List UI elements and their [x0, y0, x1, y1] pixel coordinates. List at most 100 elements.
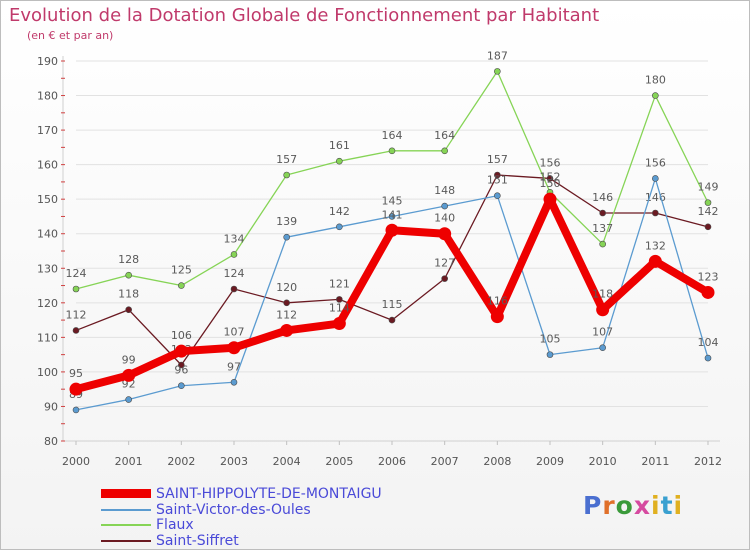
data-point — [388, 147, 396, 155]
data-point — [230, 285, 238, 293]
data-point — [490, 310, 504, 324]
y-tick-label: 80 — [44, 435, 58, 448]
data-label: 120 — [276, 281, 297, 294]
data-label: 187 — [487, 49, 508, 62]
data-point — [652, 92, 659, 99]
x-tick-label: 2000 — [62, 455, 90, 468]
data-label: 157 — [487, 153, 508, 166]
y-tick-label: 160 — [37, 159, 58, 172]
data-label: 118 — [592, 288, 613, 301]
data-label: 107 — [224, 326, 245, 339]
legend-label: Flaux — [156, 517, 194, 533]
data-label: 106 — [171, 329, 192, 342]
data-point — [336, 157, 343, 165]
chart-title: Evolution de la Dotation Globale de Fonc… — [9, 5, 600, 26]
data-label: 145 — [382, 194, 403, 207]
data-label: 128 — [118, 253, 139, 266]
data-label: 157 — [276, 153, 297, 166]
data-point — [494, 68, 501, 75]
data-label: 139 — [276, 215, 297, 228]
x-tick-label: 2006 — [378, 455, 406, 468]
data-point — [596, 303, 610, 317]
x-tick-label: 2008 — [483, 455, 511, 468]
data-label: 151 — [487, 174, 508, 187]
data-point — [546, 351, 554, 358]
x-tick-label: 2001 — [115, 455, 143, 468]
data-point — [388, 316, 396, 324]
logo-letter: i — [673, 491, 684, 520]
data-label: 104 — [698, 336, 719, 349]
data-label: 105 — [540, 333, 561, 346]
data-point — [283, 299, 290, 307]
data-point — [599, 209, 606, 217]
data-label: 148 — [434, 184, 455, 197]
logo-letter: i — [651, 491, 661, 520]
data-label: 99 — [122, 353, 136, 366]
logo-letter: x — [633, 491, 651, 520]
y-tick-label: 120 — [37, 297, 58, 310]
data-label: 115 — [382, 298, 403, 311]
data-point — [441, 275, 448, 282]
y-tick-label: 100 — [37, 366, 58, 379]
data-label: 156 — [540, 156, 561, 169]
data-point — [652, 209, 659, 217]
data-label: 146 — [592, 191, 613, 204]
data-point — [332, 317, 346, 331]
data-label: 121 — [329, 277, 350, 290]
y-tick-label: 90 — [44, 400, 58, 413]
x-tick-label: 2005 — [325, 455, 353, 468]
data-point — [125, 306, 132, 314]
data-label: 114 — [329, 302, 350, 315]
data-label: 134 — [224, 232, 245, 245]
legend-label: SAINT-HIPPOLYTE-DE-MONTAIGU — [156, 486, 382, 502]
data-point — [280, 323, 294, 337]
y-tick-label: 130 — [37, 262, 58, 275]
data-point — [336, 296, 343, 303]
data-label: 161 — [329, 139, 350, 152]
data-label: 142 — [329, 205, 350, 218]
data-label: 124 — [66, 267, 87, 280]
data-label: 156 — [645, 156, 666, 169]
data-point — [178, 361, 185, 369]
data-point — [178, 282, 185, 289]
data-point — [494, 171, 501, 179]
y-tick-label: 190 — [37, 55, 58, 68]
series-line — [75, 70, 709, 290]
data-point — [125, 271, 132, 279]
data-point — [122, 368, 136, 382]
data-point — [227, 341, 241, 355]
chart-subtitle: (en € et par an) — [27, 29, 114, 42]
data-point — [543, 192, 557, 206]
y-tick-label: 150 — [37, 193, 58, 206]
data-label: 137 — [592, 222, 613, 235]
data-label: 140 — [434, 212, 455, 225]
data-label: 180 — [645, 74, 666, 87]
data-point — [701, 285, 715, 299]
data-label: 164 — [434, 129, 455, 142]
data-point — [441, 147, 448, 155]
data-point — [438, 227, 452, 241]
logo-letter: r — [602, 491, 616, 520]
data-label: 116 — [487, 295, 508, 308]
data-point — [283, 171, 290, 179]
x-tick-label: 2007 — [431, 455, 459, 468]
data-point — [230, 378, 238, 386]
proxiti-logo: Proxiti — [583, 491, 683, 520]
y-tick-label: 180 — [37, 90, 58, 103]
data-label: 127 — [434, 257, 455, 270]
x-tick-label: 2009 — [536, 455, 564, 468]
data-label: 132 — [645, 239, 666, 252]
data-label: 149 — [698, 181, 719, 194]
x-tick-label: 2002 — [167, 455, 195, 468]
data-label: 118 — [118, 288, 139, 301]
data-point — [494, 192, 501, 200]
y-tick-label: 140 — [37, 228, 58, 241]
data-point — [72, 327, 80, 334]
data-label: 141 — [382, 208, 403, 221]
data-point — [283, 233, 290, 241]
x-tick-label: 2004 — [273, 455, 301, 468]
data-label: 112 — [276, 308, 297, 321]
data-point — [599, 240, 606, 248]
data-point — [385, 223, 399, 237]
